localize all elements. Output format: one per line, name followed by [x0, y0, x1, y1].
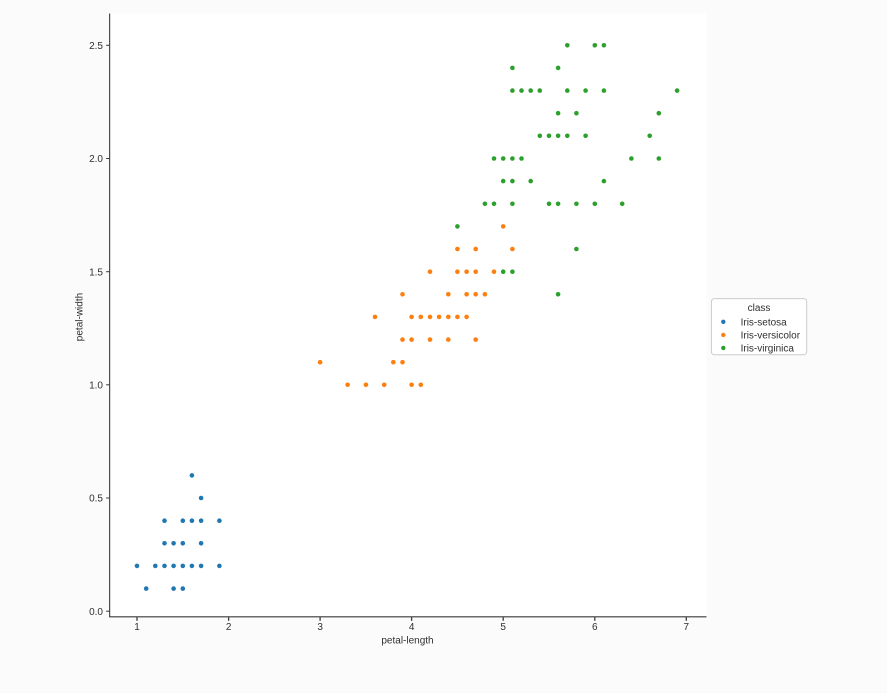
svg-text:class: class — [748, 303, 771, 314]
svg-text:1.5: 1.5 — [89, 267, 103, 278]
svg-text:1.0: 1.0 — [89, 380, 103, 391]
svg-text:2: 2 — [226, 622, 232, 633]
svg-text:1: 1 — [134, 622, 140, 633]
svg-text:2.5: 2.5 — [89, 41, 103, 52]
svg-text:petal-length: petal-length — [381, 635, 433, 646]
svg-text:0.5: 0.5 — [89, 494, 103, 505]
svg-text:4: 4 — [409, 622, 415, 633]
svg-text:Iris-versicolor: Iris-versicolor — [741, 331, 801, 342]
svg-text:7: 7 — [684, 622, 690, 633]
svg-text:2.0: 2.0 — [89, 154, 103, 165]
svg-text:3: 3 — [317, 622, 323, 633]
svg-text:petal-width: petal-width — [75, 293, 86, 341]
svg-text:0.0: 0.0 — [89, 607, 103, 618]
svg-text:5: 5 — [500, 622, 506, 633]
svg-text:Iris-setosa: Iris-setosa — [741, 317, 788, 328]
svg-text:6: 6 — [592, 622, 598, 633]
svg-text:Iris-virginica: Iris-virginica — [741, 344, 795, 355]
